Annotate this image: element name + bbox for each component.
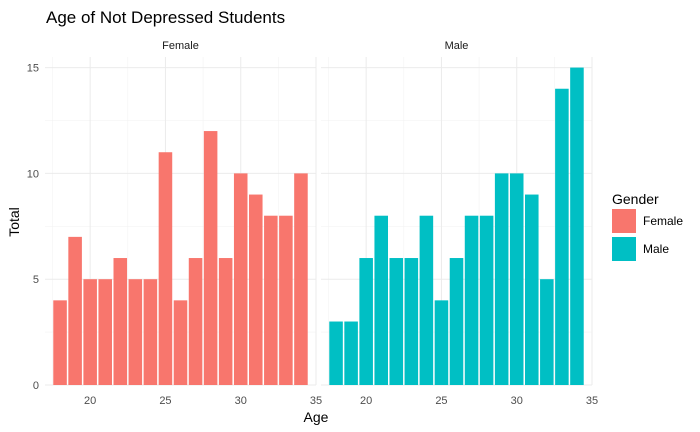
bar-female-32: [264, 215, 278, 385]
bar-female-19: [68, 236, 82, 385]
x-tick-label: 30: [235, 395, 247, 407]
bar-female-28: [203, 131, 218, 385]
bar-female-18: [53, 300, 67, 385]
legend-label-female: Female: [643, 214, 683, 228]
bar-female-34: [294, 173, 308, 385]
bar-female-23: [128, 279, 143, 385]
bar-male-22: [389, 258, 404, 385]
x-tick-label: 35: [586, 395, 598, 407]
y-tick-label: 15: [27, 63, 39, 75]
facet-strip-label: Male: [445, 40, 469, 52]
bar-male-34: [570, 67, 584, 385]
x-axis-title: Age: [304, 409, 329, 425]
bar-female-20: [83, 279, 97, 385]
facet-panel-male: Male 20 25 30 35: [321, 40, 598, 407]
bar-female-31: [249, 194, 263, 385]
bar-male-26: [449, 258, 464, 385]
y-tick-label: 10: [27, 168, 39, 180]
bar-male-30: [509, 173, 524, 385]
x-tick-label: 30: [511, 395, 523, 407]
bar-male-21: [374, 215, 388, 385]
bar-male-25: [434, 300, 449, 385]
y-tick-label: 0: [33, 380, 39, 392]
bar-female-29: [218, 258, 233, 385]
bar-female-26: [173, 300, 188, 385]
bar-male-28: [479, 215, 494, 385]
y-tick-label: 5: [33, 274, 39, 286]
bar-female-21: [98, 279, 112, 385]
bar-male-27: [464, 215, 479, 385]
facet-panel-female: Female 20 25 30 35 0 5 10 15: [27, 40, 322, 407]
y-axis-title: Total: [6, 207, 22, 237]
bar-male-33: [555, 88, 569, 386]
bar-male-31: [525, 194, 539, 385]
legend-key-female: [612, 209, 636, 233]
chart-title: Age of Not Depressed Students: [46, 8, 285, 27]
bar-male-24: [419, 215, 434, 385]
x-tick-label: 25: [159, 395, 171, 407]
x-tick-label: 20: [360, 395, 372, 407]
legend-title: Gender: [612, 191, 659, 207]
x-tick-label: 20: [84, 395, 96, 407]
legend-label-male: Male: [643, 242, 669, 256]
bar-female-27: [188, 258, 203, 385]
bar-male-19: [344, 321, 358, 385]
facet-panels: Female 20 25 30 35 0 5 10 15 Male 20 25 30 35: [27, 40, 598, 407]
legend: Gender Female Male: [612, 191, 683, 261]
bar-male-29: [494, 173, 509, 385]
x-tick-label: 35: [310, 395, 322, 407]
bar-female-30: [233, 173, 248, 385]
bar-male-23: [404, 258, 419, 385]
bar-female-33: [279, 215, 293, 385]
legend-key-male: [612, 237, 636, 261]
facet-strip-label: Female: [162, 40, 199, 52]
bar-female-22: [113, 258, 128, 385]
x-tick-label: 25: [435, 395, 447, 407]
bar-female-24: [143, 279, 158, 385]
bar-male-20: [359, 258, 373, 385]
bar-male-18: [329, 321, 343, 385]
bar-female-25: [158, 152, 173, 385]
legend-items: Female Male: [612, 209, 683, 261]
bar-male-32: [540, 279, 554, 385]
